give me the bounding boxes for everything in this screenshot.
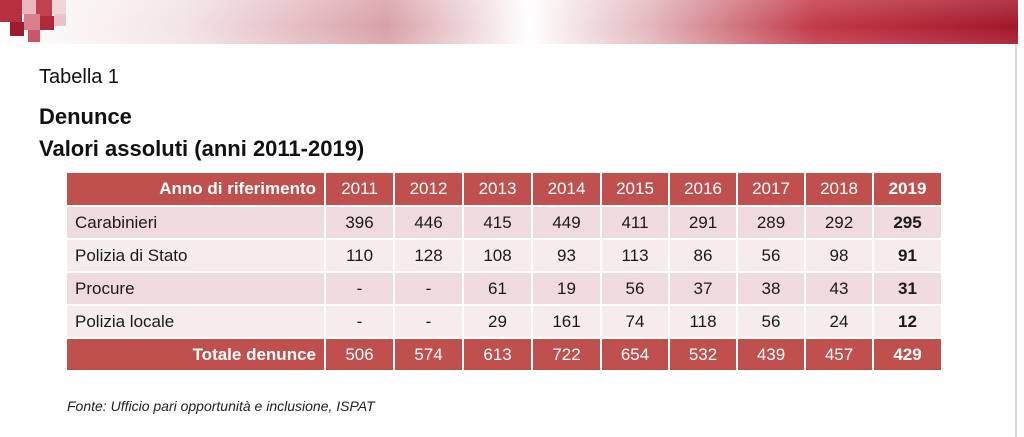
table-cell: 292 (805, 206, 874, 240)
header-label: Anno di riferimento (67, 173, 326, 207)
banner-square (36, 0, 52, 16)
table-cell: 37 (669, 272, 738, 306)
row-label: Polizia di Stato (67, 239, 326, 273)
total-cell: 613 (463, 338, 533, 372)
total-label: Totale denunce (67, 338, 326, 372)
table-row: Procure - - 61 19 56 37 38 43 31 (67, 272, 941, 306)
banner-square (40, 16, 54, 30)
row-label: Procure (67, 272, 326, 306)
table-cell: 446 (394, 206, 464, 240)
title-line-2: Valori assoluti (anni 2011-2019) (39, 136, 365, 161)
year-header: 2018 (805, 173, 874, 207)
year-header: 2014 (532, 173, 602, 207)
total-cell: 439 (737, 338, 806, 372)
year-header: 2015 (601, 173, 670, 207)
year-header: 2016 (669, 173, 738, 207)
table-cell: - (325, 305, 395, 339)
table-cell: 24 (805, 305, 874, 339)
table-cell: 19 (532, 272, 602, 306)
table-cell: 449 (532, 206, 602, 240)
banner-square (52, 0, 66, 14)
table-cell: 108 (463, 239, 533, 273)
table-cell: 61 (463, 272, 533, 306)
table-cell: 38 (737, 272, 806, 306)
table-cell: 289 (737, 206, 806, 240)
total-cell: 722 (532, 338, 602, 372)
table-cell: 110 (325, 239, 395, 273)
row-label: Polizia locale (67, 305, 326, 339)
table-cell: 56 (737, 239, 806, 273)
table-cell: 43 (805, 272, 874, 306)
banner-square (28, 30, 40, 42)
header-row: Anno di riferimento 2011 2012 2013 2014 … (67, 173, 941, 207)
table-cell: 128 (394, 239, 464, 273)
table-cell: 291 (669, 206, 738, 240)
total-cell: 506 (325, 338, 395, 372)
header-banner (0, 0, 1018, 44)
table-cell: 415 (463, 206, 533, 240)
table-cell: 161 (532, 305, 602, 339)
table-row: Polizia di Stato 110 128 108 93 113 86 5… (67, 239, 941, 273)
banner-square (0, 0, 22, 22)
table-cell: 56 (737, 305, 806, 339)
table-cell: 396 (325, 206, 395, 240)
denunce-table: Anno di riferimento 2011 2012 2013 2014 … (67, 173, 941, 372)
table-cell: 74 (601, 305, 670, 339)
total-cell: 532 (669, 338, 738, 372)
table-cell: 113 (601, 239, 670, 273)
total-cell: 654 (601, 338, 670, 372)
total-cell: 457 (805, 338, 874, 372)
table-cell: - (394, 272, 464, 306)
year-header: 2019 (873, 173, 941, 207)
table-row: Carabinieri 396 446 415 449 411 291 289 … (67, 206, 941, 240)
table-cell: - (394, 305, 464, 339)
table-cell: 118 (669, 305, 738, 339)
table-cell: 295 (873, 206, 941, 240)
banner-square (54, 14, 66, 26)
table-cell: 29 (463, 305, 533, 339)
title-line-1: Denunce (39, 104, 132, 129)
table-cell: 91 (873, 239, 941, 273)
banner-gradient-overlay (0, 0, 1018, 44)
banner-square (22, 0, 36, 14)
table-cell: 12 (873, 305, 941, 339)
year-header: 2012 (394, 173, 464, 207)
table-cell: 98 (805, 239, 874, 273)
source-note: Fonte: Ufficio pari opportunità e inclus… (67, 398, 375, 414)
total-cell: 574 (394, 338, 464, 372)
year-header: 2017 (737, 173, 806, 207)
table-cell: 56 (601, 272, 670, 306)
table-cell: 31 (873, 272, 941, 306)
banner-square (24, 14, 40, 30)
table-cell: 411 (601, 206, 670, 240)
table-cell: 93 (532, 239, 602, 273)
banner-square (10, 22, 24, 36)
total-row: Totale denunce 506 574 613 722 654 532 4… (67, 338, 941, 372)
total-cell: 429 (873, 338, 941, 372)
table-label: Tabella 1 (39, 66, 120, 88)
year-header: 2013 (463, 173, 533, 207)
table-cell: - (325, 272, 395, 306)
row-label: Carabinieri (67, 206, 326, 240)
year-header: 2011 (325, 173, 395, 207)
table-cell: 86 (669, 239, 738, 273)
table-row: Polizia locale - - 29 161 74 118 56 24 1… (67, 305, 941, 339)
